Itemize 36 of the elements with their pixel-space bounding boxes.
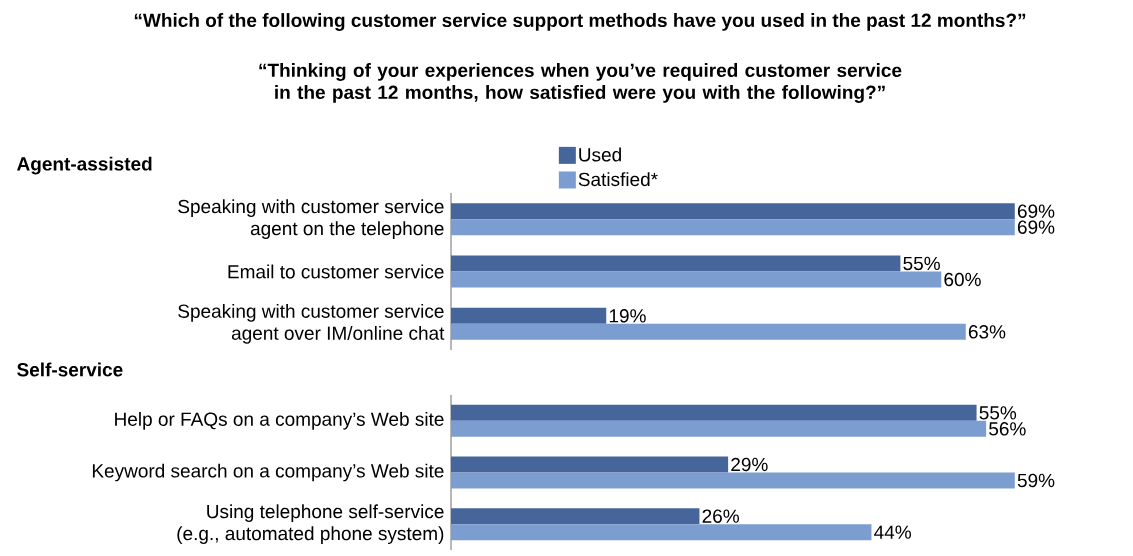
y-tick-label: Speaking with customer service agent on the telephone bbox=[178, 199, 444, 240]
bar bbox=[451, 420, 987, 437]
text: “Thinking of your experiences when you’ve required customer service in the past 12 months, how satisfied were you with the following?” bbox=[259, 63, 902, 103]
data-label: 60% bbox=[944, 272, 981, 287]
bar bbox=[451, 404, 977, 421]
legend-label: Used bbox=[579, 147, 621, 162]
data-label: 26% bbox=[702, 509, 739, 523]
data-label: 59% bbox=[1017, 473, 1055, 488]
bar bbox=[451, 508, 700, 525]
bar bbox=[451, 472, 1015, 489]
legend-label: Satisfied* bbox=[578, 172, 658, 187]
data-label: 44% bbox=[874, 525, 911, 539]
data-label: 63% bbox=[968, 325, 1006, 339]
data-label: 29% bbox=[731, 457, 768, 472]
bar bbox=[451, 255, 901, 272]
bar bbox=[451, 323, 966, 340]
data-label: 19% bbox=[609, 309, 646, 323]
data-label: 69% bbox=[1017, 220, 1055, 234]
y-tick-label: Keyword search on a company’s Web site bbox=[92, 463, 444, 482]
bar bbox=[451, 203, 1015, 220]
bar bbox=[451, 524, 872, 541]
bar bbox=[451, 307, 607, 324]
bar bbox=[451, 219, 1015, 236]
data-label: 56% bbox=[989, 422, 1026, 436]
text: Agent-assisted bbox=[17, 156, 152, 175]
text: Self-service bbox=[17, 362, 123, 377]
y-tick-label: Using telephone self-service (e.g., automated phone system) bbox=[177, 504, 444, 544]
data-label: 55% bbox=[903, 256, 940, 271]
y-tick-label: Help or FAQs on a company’s Web site bbox=[115, 411, 444, 430]
data-label: 55% bbox=[979, 406, 1017, 420]
bar bbox=[451, 456, 729, 473]
y-tick-label: Email to customer service bbox=[228, 264, 444, 279]
y-tick-label: Speaking with customer service agent over IM/online chat bbox=[178, 303, 445, 344]
bar bbox=[451, 271, 942, 288]
data-label: 69% bbox=[1017, 204, 1055, 218]
text: “Which of the following customer service support methods have you used in the past 12 months?” bbox=[134, 13, 1026, 31]
